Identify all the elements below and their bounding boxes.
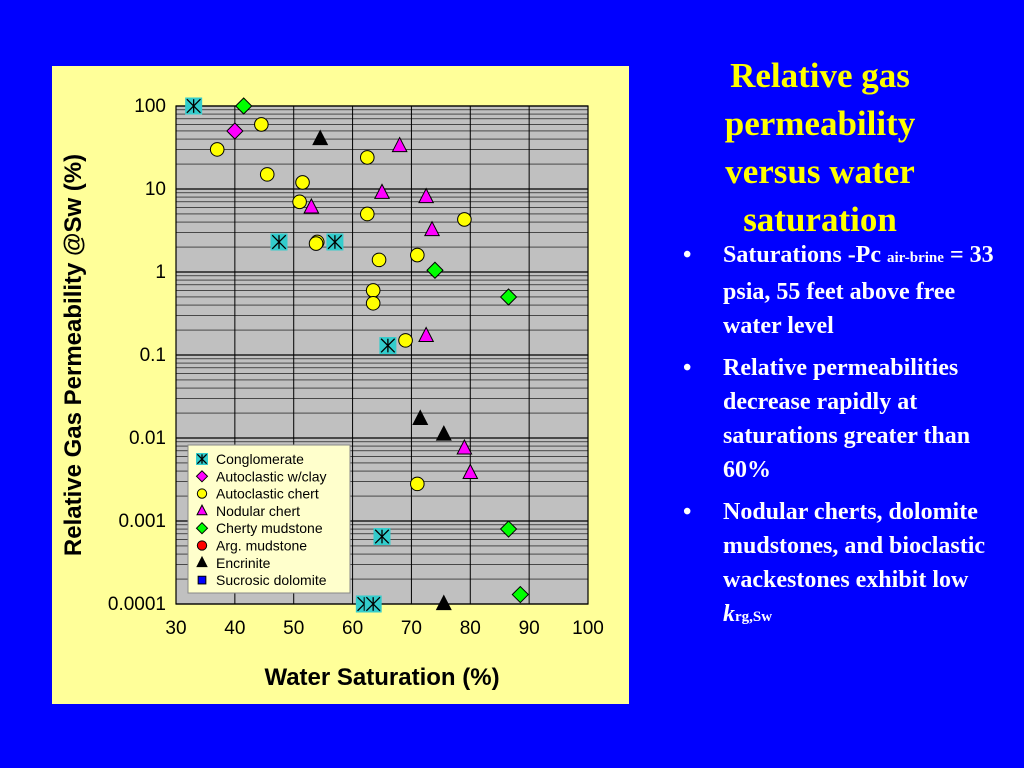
data-point-cherty-mudstone: [499, 520, 518, 538]
data-point-autoclastic-chert: [359, 206, 375, 222]
bullet-dot: •: [683, 499, 692, 525]
legend-label: Sucrosic dolomite: [216, 572, 327, 588]
data-point-autoclastic-chert: [292, 194, 307, 210]
bullet-list: • Saturations -Pc air-brine = 33 psia, 5…: [680, 238, 1010, 642]
bullet-dot: •: [683, 355, 692, 381]
data-point-nodular-chert: [456, 438, 473, 455]
data-point-cherty-mudstone: [511, 585, 530, 604]
legend-label: Arg. mudstone: [216, 538, 307, 554]
x-tick-label: 80: [460, 618, 481, 639]
bullet-subscript: air-brine: [887, 250, 944, 266]
x-tick-label: 50: [283, 618, 304, 639]
x-tick-label: 90: [519, 618, 540, 639]
data-point-encrinite: [435, 594, 452, 611]
legend-marker-autoclastic-chert: [196, 488, 208, 499]
data-point-nodular-chert: [303, 197, 320, 214]
y-tick-label: 0.1: [140, 345, 166, 366]
x-tick-label: 70: [401, 618, 422, 639]
bullet-item-relative-permeabilities: • Relative permeabilities decrease rapid…: [680, 351, 1010, 487]
x-tick-label: 100: [572, 618, 604, 639]
data-point-conglomerate: [379, 337, 397, 355]
bullet-dot: •: [683, 242, 692, 268]
slide-title: Relative gas permeability versus water s…: [724, 56, 916, 239]
data-point-cherty-mudstone: [499, 288, 518, 306]
bullet-item-saturations: • Saturations -Pc air-brine = 33 psia, 5…: [680, 238, 1010, 343]
y-tick-label: 0.001: [118, 511, 166, 532]
data-point-nodular-chert: [418, 187, 435, 204]
data-point-autoclastic-chert: [410, 476, 425, 492]
data-point-conglomerate: [373, 528, 391, 546]
data-point-autoclastic-w-clay: [226, 122, 244, 140]
legend-label: Autoclastic w/clay: [216, 468, 326, 484]
bullet-text: Saturations -Pc: [723, 242, 887, 268]
y-axis-label: Relative Gas Permeability @Sw (%): [60, 154, 87, 556]
legend-label: Conglomerate: [216, 451, 304, 467]
legend-label: Cherty mudstone: [216, 520, 323, 536]
data-point-nodular-chert: [462, 463, 479, 479]
data-point-autoclastic-chert: [398, 333, 413, 348]
data-point-autoclastic-chert: [308, 236, 324, 251]
legend-marker-conglomerate: [196, 453, 208, 465]
data-point-conglomerate: [270, 233, 288, 251]
data-point-cherty-mudstone: [426, 261, 444, 279]
bullet-item-nodular-cherts: • Nodular cherts, dolomite mudstones, an…: [680, 495, 1010, 634]
data-point-nodular-chert: [391, 136, 408, 153]
data-point-nodular-chert: [424, 220, 441, 237]
data-point-encrinite: [435, 425, 452, 441]
data-point-nodular-chert: [418, 326, 435, 342]
data-point-autoclastic-chert: [254, 117, 269, 132]
legend-marker-sucrosic-dolomite: [197, 575, 207, 585]
legend-marker-nodular-chert: [196, 504, 208, 516]
bullet-text: Relative permeabilities decrease rapidly…: [723, 355, 971, 483]
scatter-chart: 30 40 50 60 70 80 90 100 0.0001 0.001 0.01 0.1 1 10 10…: [60, 96, 604, 691]
legend-marker-arg-mudstone: [196, 540, 208, 551]
data-point-autoclastic-chert: [365, 295, 381, 311]
legend-marker-encrinite: [196, 555, 208, 568]
data-point-conglomerate: [364, 595, 382, 613]
x-tick-label: 60: [342, 618, 363, 639]
bullet-text: Nodular cherts, dolomite mudstones, and …: [723, 499, 986, 593]
y-tick-label: 0.0001: [108, 594, 166, 615]
data-point-encrinite: [412, 409, 429, 425]
data-point-conglomerate: [326, 233, 344, 251]
legend-label: Nodular chert: [216, 503, 300, 519]
data-point-autoclastic-chert: [371, 252, 387, 268]
data-point-autoclastic-chert: [410, 247, 425, 263]
chart-panel: 30 40 50 60 70 80 90 100 0.0001 0.001 0.01 0.1 1 10 10…: [52, 66, 629, 704]
bullet-subscript: rg,Sw: [735, 609, 773, 625]
legend-box: [187, 444, 351, 594]
data-point-autoclastic-chert: [259, 167, 275, 182]
bullet-text-rest: = 33 psia, 55 feet above free water leve…: [723, 242, 994, 339]
plot-border: [175, 105, 589, 605]
legend-marker-cherty-mudstone: [195, 521, 209, 535]
data-point-autoclastic-chert: [359, 150, 375, 165]
x-axis-label: Water Saturation (%): [264, 664, 499, 691]
y-tick-label: 10: [145, 179, 166, 200]
x-tick-label: 30: [165, 618, 186, 639]
data-point-autoclastic-chert: [365, 283, 381, 298]
bullet-k-symbol: k: [723, 601, 735, 627]
legend-label: Autoclastic chert: [216, 486, 319, 502]
data-point-autoclastic-chert: [457, 212, 472, 227]
legend-marker-autoclastic-w-clay: [195, 470, 209, 483]
data-point-autoclastic-chert: [209, 142, 225, 157]
x-tick-label: 40: [224, 618, 245, 639]
data-point-encrinite: [312, 129, 329, 146]
data-point-nodular-chert: [373, 183, 391, 199]
data-point-conglomerate: [185, 97, 203, 115]
data-point-cherty-mudstone: [234, 97, 253, 115]
y-tick-label: 0.01: [129, 428, 166, 449]
legend-label: Encrinite: [216, 555, 271, 571]
data-point-autoclastic-chert: [295, 175, 310, 190]
y-tick-label: 1: [155, 262, 166, 283]
y-tick-label: 100: [134, 96, 166, 117]
